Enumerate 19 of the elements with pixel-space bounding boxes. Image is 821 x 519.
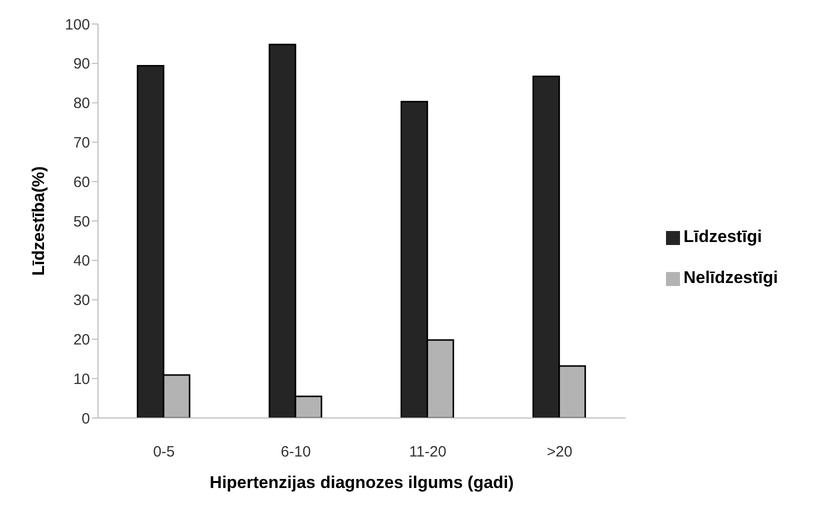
legend-label: Nelīdzestīgi	[684, 268, 778, 287]
y-axis-title: Līdzestība(%)	[29, 166, 48, 276]
x-tick-label: 11-20	[409, 444, 446, 461]
y-tick-label: 100	[64, 16, 90, 34]
x-tick-label: 0-5	[153, 444, 175, 461]
y-tick-label: 40	[73, 252, 90, 270]
y-tick-label: 90	[73, 56, 90, 73]
y-tick-label: 30	[73, 292, 90, 310]
y-tick-label: 50	[73, 213, 90, 230]
y-tick-label: 70	[73, 134, 90, 152]
y-tick-label: 60	[73, 174, 90, 191]
y-tick-label: 10	[73, 370, 90, 388]
legend-label: Līdzestīgi	[684, 227, 762, 246]
x-axis-title: Hipertenzijas diagnozes ilgums (gadi)	[210, 473, 514, 492]
x-tick-label: >20	[546, 444, 572, 461]
y-tick-label: 80	[73, 95, 90, 112]
y-tick-label: 20	[73, 332, 90, 349]
y-tick-label: 0	[82, 410, 90, 428]
x-tick-label: 6-10	[280, 444, 311, 461]
